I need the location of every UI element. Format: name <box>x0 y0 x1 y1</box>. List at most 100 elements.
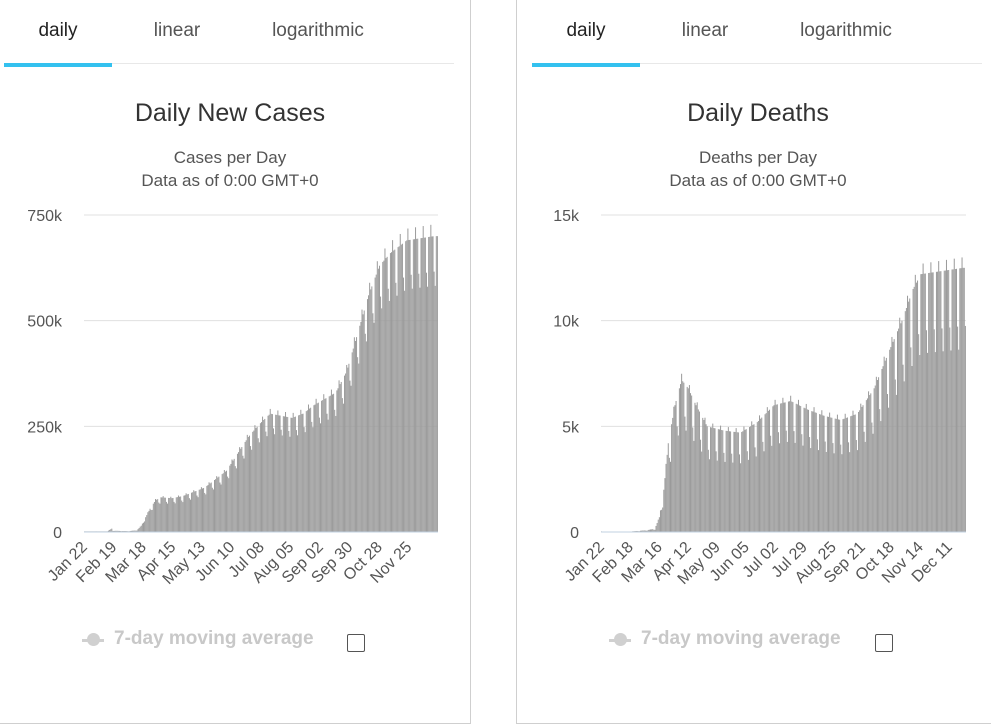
bar[interactable] <box>418 273 420 532</box>
bar[interactable] <box>750 426 752 532</box>
bar[interactable] <box>275 414 277 532</box>
bar[interactable] <box>193 490 195 532</box>
bar[interactable] <box>886 394 888 532</box>
bar[interactable] <box>258 442 260 532</box>
bar[interactable] <box>795 403 797 532</box>
bar[interactable] <box>403 277 405 532</box>
bar[interactable] <box>197 497 199 532</box>
bar[interactable] <box>175 497 177 532</box>
bar[interactable] <box>417 238 419 533</box>
bar[interactable] <box>273 428 275 532</box>
bar[interactable] <box>236 453 238 532</box>
bar[interactable] <box>854 414 856 532</box>
bar[interactable] <box>829 412 831 532</box>
bar[interactable] <box>221 474 223 532</box>
bar[interactable] <box>410 274 412 532</box>
bar[interactable] <box>293 417 295 532</box>
bar[interactable] <box>285 411 287 532</box>
bar[interactable] <box>911 366 913 532</box>
bar[interactable] <box>386 256 388 532</box>
bar[interactable] <box>890 347 892 532</box>
bar[interactable] <box>226 470 228 532</box>
bar[interactable] <box>646 530 648 532</box>
bar[interactable] <box>384 248 386 532</box>
bar[interactable] <box>882 366 884 532</box>
bar[interactable] <box>754 447 756 532</box>
bar[interactable] <box>912 288 914 532</box>
bar[interactable] <box>336 390 338 532</box>
bar[interactable] <box>907 295 909 532</box>
bar[interactable] <box>371 286 373 532</box>
bar[interactable] <box>767 410 769 532</box>
bar[interactable] <box>796 404 798 532</box>
bar[interactable] <box>165 501 167 532</box>
bar[interactable] <box>328 396 330 532</box>
bar[interactable] <box>732 462 734 532</box>
bar[interactable] <box>391 252 393 532</box>
bar[interactable] <box>415 227 417 532</box>
bar[interactable] <box>884 360 886 532</box>
bar[interactable] <box>735 428 737 532</box>
bar[interactable] <box>374 277 376 532</box>
bar[interactable] <box>776 404 778 532</box>
bar[interactable] <box>782 397 784 532</box>
bar[interactable] <box>346 364 348 532</box>
bar[interactable] <box>900 323 902 532</box>
bar[interactable] <box>298 415 300 532</box>
bar[interactable] <box>146 515 148 532</box>
bar[interactable] <box>377 268 379 532</box>
bar[interactable] <box>301 414 303 532</box>
bar[interactable] <box>113 530 115 532</box>
bar[interactable] <box>786 441 788 532</box>
bar[interactable] <box>779 443 781 532</box>
bar[interactable] <box>342 403 344 532</box>
bar[interactable] <box>229 465 231 532</box>
bar[interactable] <box>310 407 312 532</box>
bar[interactable] <box>812 411 814 532</box>
bar[interactable] <box>751 421 753 532</box>
bar[interactable] <box>676 426 678 532</box>
bar[interactable] <box>747 459 749 532</box>
bar[interactable] <box>216 476 218 532</box>
bar[interactable] <box>957 326 959 532</box>
bar[interactable] <box>281 435 283 532</box>
bar[interactable] <box>905 307 907 532</box>
bar[interactable] <box>863 431 865 532</box>
bar[interactable] <box>667 443 669 532</box>
bar[interactable] <box>708 459 710 532</box>
bar[interactable] <box>943 270 945 532</box>
bar[interactable] <box>853 414 855 532</box>
bar[interactable] <box>279 415 281 532</box>
bar[interactable] <box>821 410 823 532</box>
bar[interactable] <box>744 429 746 532</box>
bar[interactable] <box>245 440 247 532</box>
bar[interactable] <box>400 244 402 532</box>
bar[interactable] <box>691 395 693 532</box>
bar[interactable] <box>118 530 120 532</box>
bar[interactable] <box>742 431 744 532</box>
bar[interactable] <box>895 394 897 532</box>
bar[interactable] <box>661 509 663 532</box>
bar[interactable] <box>364 333 366 532</box>
bar[interactable] <box>864 441 866 532</box>
bar[interactable] <box>673 406 675 532</box>
bar[interactable] <box>736 432 738 532</box>
bar[interactable] <box>219 482 221 532</box>
bar[interactable] <box>398 246 400 532</box>
bar[interactable] <box>953 258 955 532</box>
bar[interactable] <box>728 431 730 532</box>
bar[interactable] <box>182 502 184 532</box>
bar[interactable] <box>663 489 665 532</box>
bar[interactable] <box>344 375 346 532</box>
bar[interactable] <box>173 501 175 532</box>
bar[interactable] <box>697 409 699 532</box>
bar[interactable] <box>174 503 176 532</box>
bar[interactable] <box>775 404 777 532</box>
bar[interactable] <box>169 498 171 532</box>
bar[interactable] <box>741 431 743 532</box>
bar[interactable] <box>831 417 833 532</box>
bar[interactable] <box>227 476 229 532</box>
bar[interactable] <box>232 460 234 532</box>
bar[interactable] <box>764 414 766 532</box>
bar[interactable] <box>642 530 644 532</box>
